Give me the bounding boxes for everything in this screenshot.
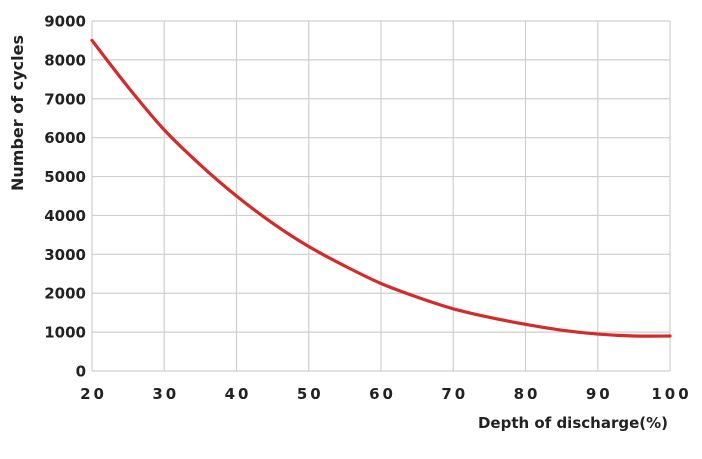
y-tick-label: 8000 xyxy=(44,51,86,69)
x-tick-label: 30 xyxy=(152,385,179,403)
y-tick-label: 4000 xyxy=(44,207,86,225)
x-tick-label: 70 xyxy=(441,385,468,403)
x-tick-label: 40 xyxy=(225,385,252,403)
y-tick-label: 7000 xyxy=(44,90,86,108)
x-tick-label: 50 xyxy=(297,385,324,403)
y-tick-label: 0 xyxy=(76,363,86,381)
series-line-0 xyxy=(90,38,672,338)
x-tick-label: 80 xyxy=(514,385,541,403)
y-axis-ticks: 0 1000 2000 3000 4000 5000 6000 7000 8000 9000 xyxy=(44,13,86,381)
x-axis-ticks: 20 30 40 50 60 70 80 90 100 xyxy=(80,385,691,403)
y-tick-label: 2000 xyxy=(44,285,86,303)
x-axis-label: Depth of discharge(%) xyxy=(478,414,668,432)
y-tick-label: 6000 xyxy=(44,129,86,147)
y-tick-label: 3000 xyxy=(44,246,86,264)
y-tick-label: 1000 xyxy=(44,324,86,342)
x-tick-label: 100 xyxy=(651,385,691,403)
y-axis-label: Number of cycles xyxy=(8,35,27,191)
y-tick-label: 5000 xyxy=(44,168,86,186)
x-tick-label: 90 xyxy=(586,385,613,403)
y-tick-label: 9000 xyxy=(44,13,86,31)
series-group xyxy=(90,38,672,338)
x-tick-label: 60 xyxy=(369,385,396,403)
x-tick-label: 20 xyxy=(80,385,107,403)
grid xyxy=(91,20,671,372)
